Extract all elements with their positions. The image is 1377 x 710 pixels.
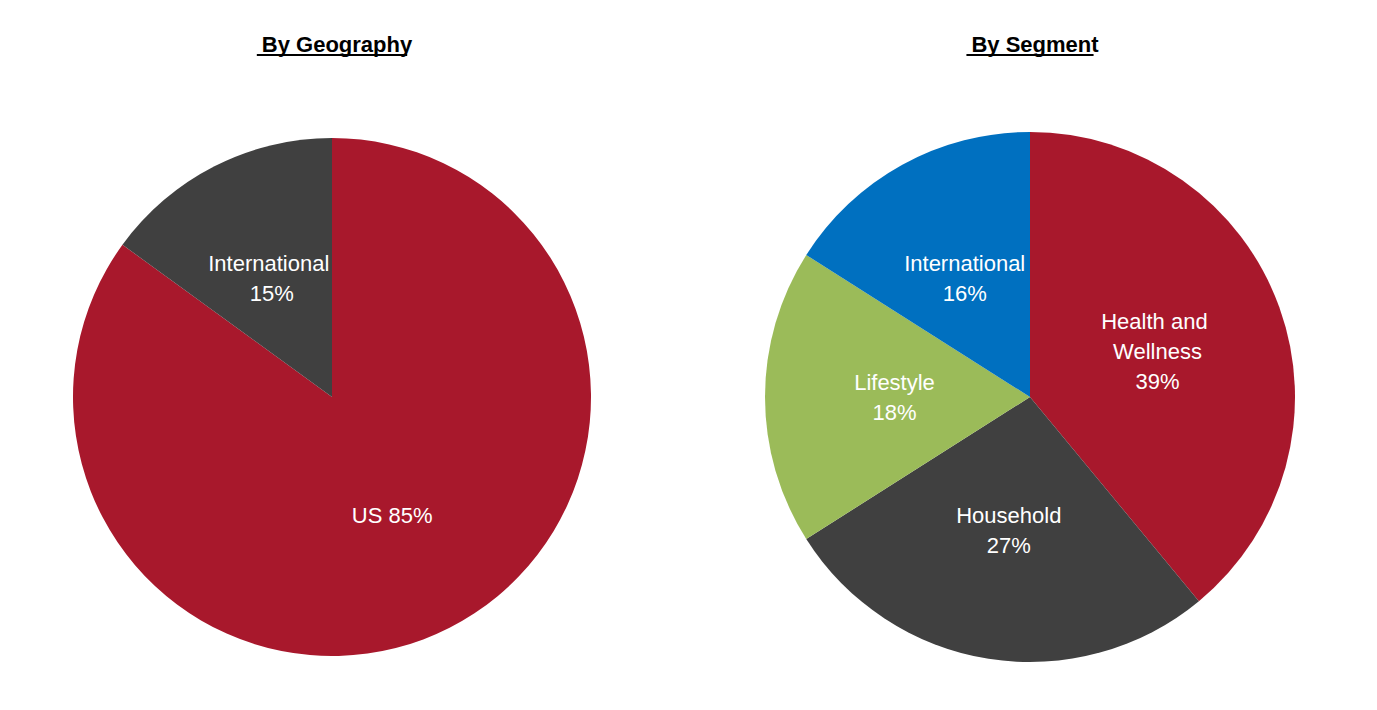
svg-text:39%: 39%: [1135, 369, 1179, 394]
svg-text:By Segment: By Segment: [971, 32, 1099, 57]
svg-text:27%: 27%: [987, 533, 1031, 558]
svg-text:Wellness: Wellness: [1113, 339, 1202, 364]
svg-text:Household: Household: [956, 503, 1061, 528]
svg-text:15%: 15%: [250, 281, 294, 306]
svg-text:18%: 18%: [872, 400, 916, 425]
svg-text:Lifestyle: Lifestyle: [854, 370, 935, 395]
svg-text:Health and: Health and: [1101, 309, 1214, 334]
svg-text:16%: 16%: [943, 281, 987, 306]
svg-text:International: International: [904, 251, 1025, 276]
svg-text:International: International: [208, 251, 335, 276]
svg-text:By Geography: By Geography: [262, 32, 413, 57]
svg-text:US 85%: US 85%: [352, 503, 433, 528]
